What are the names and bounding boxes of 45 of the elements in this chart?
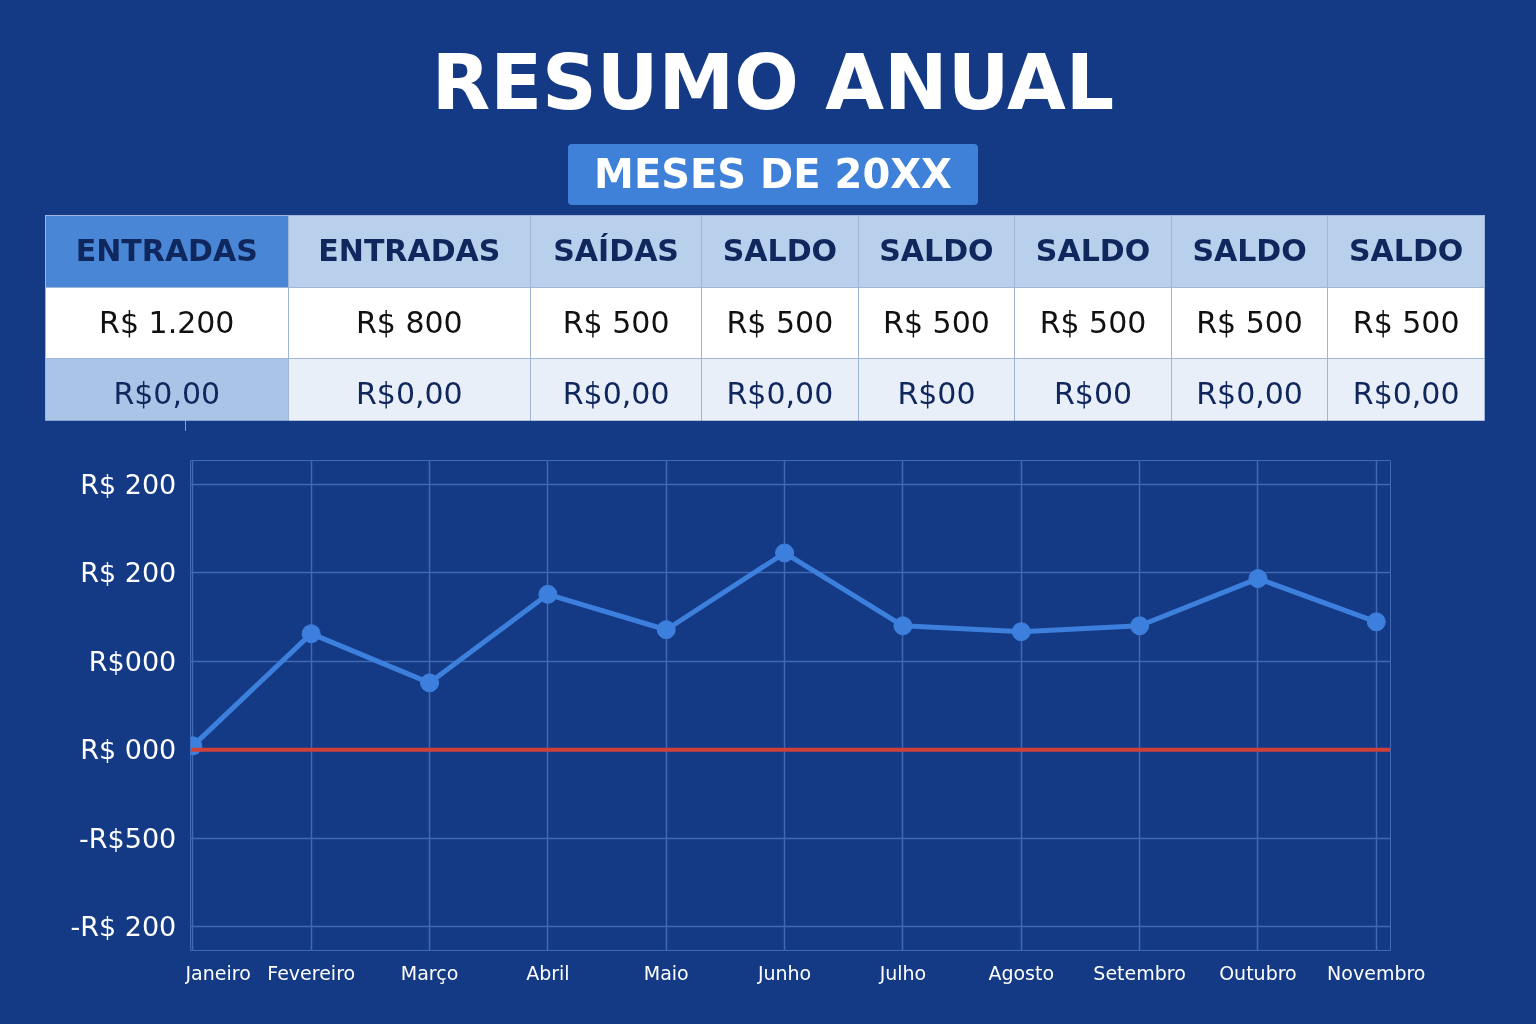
point <box>301 624 321 644</box>
annotation: R$ 1.200 <box>45 287 289 359</box>
text: R$ 000 <box>80 734 177 766</box>
annotation: R$ 500 <box>1171 287 1328 359</box>
point <box>775 543 795 563</box>
annotation: R$ 500 <box>1327 287 1485 359</box>
point <box>1366 612 1386 632</box>
text: -R$500 <box>79 822 177 854</box>
text: -R$ 200 <box>70 911 177 943</box>
annotation: R$ 500 <box>530 287 702 359</box>
text: R$ 200 <box>80 468 177 500</box>
x-tick-label: Fevereiro <box>267 961 356 984</box>
chart-subtitle: MESES DE 20XX <box>568 143 978 205</box>
annotation: SALDO <box>1014 215 1172 288</box>
point <box>538 584 558 604</box>
annotation: ENTRADAS <box>45 215 289 288</box>
x-tick-label: Outubro <box>1219 961 1297 984</box>
chart-title: RESUMO ANUAL <box>430 37 1116 129</box>
text: R$000 <box>88 645 177 677</box>
annotation: R$ 500 <box>858 287 1015 359</box>
annotation: R$ 500 <box>701 287 859 359</box>
annotation: R$ 500 <box>1014 287 1172 359</box>
x-tick-label: Agosto <box>988 961 1055 984</box>
annotation: R$ 800 <box>288 287 531 359</box>
x-tick-label: Junho <box>756 961 812 984</box>
annotation: SALDO <box>1327 215 1485 288</box>
x-tick-label: Julho <box>878 961 927 984</box>
point <box>1130 616 1150 636</box>
x-tick-label: Março <box>400 961 459 984</box>
point <box>1248 569 1268 589</box>
annotation: SALDO <box>858 215 1015 288</box>
x-tick-label: Novembro <box>1327 961 1426 984</box>
text: R$ 200 <box>80 557 177 589</box>
x-tick-label: Setembro <box>1093 961 1186 984</box>
x-tick-label: Abril <box>526 961 570 984</box>
x-tick-label: Janeiro <box>184 961 251 984</box>
x-tick-label: Maio <box>643 961 689 984</box>
annotation: SALDO <box>701 215 859 288</box>
annotation: SALDO <box>1171 215 1328 288</box>
point <box>1011 622 1031 642</box>
point <box>893 616 913 636</box>
point <box>420 673 440 693</box>
annotation: ENTRADAS <box>288 215 531 288</box>
point <box>656 620 676 640</box>
annotation: SAÍDAS <box>530 215 702 288</box>
